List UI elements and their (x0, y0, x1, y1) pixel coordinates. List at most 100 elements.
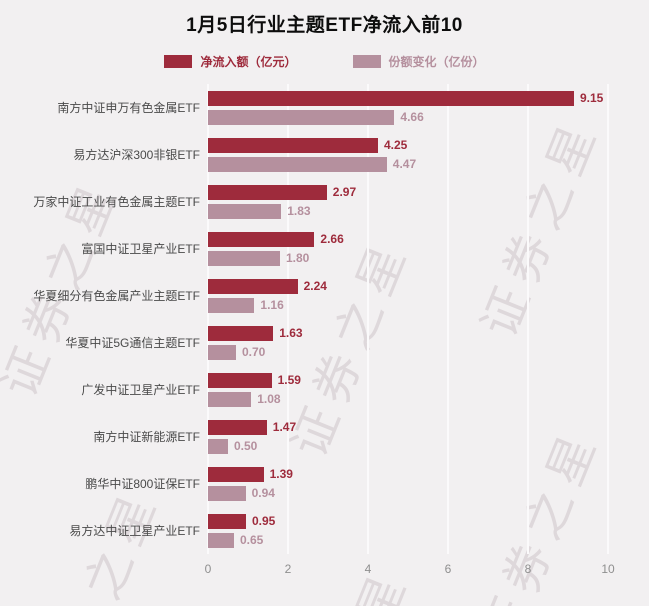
share-change-value-label: 4.47 (392, 157, 417, 171)
row-bars: 2.66 1.80 (208, 231, 628, 266)
bar-group-net-inflow: 1.47 (208, 419, 628, 435)
gridline (527, 84, 529, 554)
share-change-bar (208, 438, 228, 454)
share-change-value-label: 4.66 (400, 110, 424, 124)
row-bars: 2.97 1.83 (208, 184, 628, 219)
bar-group-net-inflow: 4.25 (208, 137, 628, 153)
share-change-bar (208, 391, 252, 407)
share-change-value-label: 1.80 (286, 251, 310, 265)
net-inflow-bar (208, 466, 264, 482)
category-label: 华夏细分有色金属产业主题ETF (33, 289, 200, 303)
bar-group-net-inflow: 0.95 (208, 513, 628, 529)
net-inflow-value-label: 1.39 (269, 467, 293, 481)
gridline (207, 84, 209, 554)
share-change-bar (208, 532, 234, 548)
row-bars: 9.15 4.66 (208, 90, 628, 125)
share-change-bar (208, 156, 387, 172)
share-change-bar (208, 344, 236, 360)
net-inflow-value-label: 0.95 (252, 514, 276, 528)
net-inflow-value-label: 9.15 (580, 91, 604, 105)
row-bars: 0.95 0.65 (208, 513, 628, 548)
legend: 净流入额（亿元） 份额变化（亿份） (0, 53, 649, 70)
bar-group-net-inflow: 2.97 (208, 184, 628, 200)
share-change-value-label: 1.16 (260, 298, 284, 312)
bar-group-net-inflow: 2.24 (208, 278, 628, 294)
bar-group-share-change: 4.47 (208, 156, 628, 172)
category-label: 南方中证新能源ETF (93, 430, 200, 444)
net-inflow-bar (208, 513, 246, 529)
bar-group-net-inflow: 9.15 (208, 90, 628, 106)
category-label: 易方达中证卫星产业ETF (69, 524, 200, 538)
bar-group-net-inflow: 2.66 (208, 231, 628, 247)
x-tick-label: 8 (524, 562, 532, 576)
bar-group-net-inflow: 1.39 (208, 466, 628, 482)
share-change-value-label: 1.83 (287, 204, 311, 218)
category-label: 南方中证申万有色金属ETF (57, 101, 200, 115)
chart-row: 万家中证工业有色金属主题ETF 2.97 1.83 (0, 178, 649, 225)
share-change-value-label: 0.94 (251, 486, 275, 500)
chart-row: 易方达沪深300非银ETF 4.25 4.47 (0, 131, 649, 178)
net-inflow-value-label: 1.59 (277, 373, 301, 387)
chart-title: 1月5日行业主题ETF净流入前10 (186, 15, 463, 36)
x-tick-label: 6 (444, 562, 452, 576)
category-label: 富国中证卫星产业ETF (81, 242, 200, 256)
chart-row: 华夏细分有色金属产业主题ETF 2.24 1.16 (0, 272, 649, 319)
category-label: 广发中证卫星产业ETF (81, 383, 200, 397)
x-axis: 0 2 4 6 8 10 (204, 562, 615, 582)
net-inflow-value-label: 1.63 (279, 326, 303, 340)
row-bars: 4.25 4.47 (208, 137, 628, 172)
category-label: 万家中证工业有色金属主题ETF (33, 195, 200, 209)
net-inflow-bar (208, 278, 298, 294)
net-inflow-value-label: 2.24 (303, 279, 327, 293)
net-inflow-bar (208, 90, 574, 106)
share-change-bar (208, 250, 280, 266)
chart-row: 广发中证卫星产业ETF 1.59 1.08 (0, 366, 649, 413)
chart-row: 华夏中证5G通信主题ETF 1.63 0.70 (0, 319, 649, 366)
row-bars: 1.63 0.70 (208, 325, 628, 360)
bar-group-share-change: 0.70 (208, 344, 628, 360)
share-change-bar (208, 109, 395, 125)
category-label: 易方达沪深300非银ETF (73, 148, 200, 162)
x-tick-label: 4 (364, 562, 372, 576)
bar-chart: 南方中证申万有色金属ETF 9.15 4.66 易方达沪深300非银ETF 4.25 4.… (0, 84, 649, 582)
legend-label-share-change: 份额变化（亿份） (388, 55, 485, 69)
row-bars: 1.59 1.08 (208, 372, 628, 407)
share-change-value-label: 1.08 (257, 392, 281, 406)
bar-group-share-change: 4.66 (208, 109, 628, 125)
gridline (367, 84, 369, 554)
bar-group-net-inflow: 1.63 (208, 325, 628, 341)
x-tick-label: 10 (601, 562, 615, 576)
net-inflow-value-label: 1.47 (272, 420, 297, 434)
gridline (287, 84, 289, 554)
chart-row: 富国中证卫星产业ETF 2.66 1.80 (0, 225, 649, 272)
bar-group-share-change: 1.16 (208, 297, 628, 313)
chart-row: 鹏华中证800证保ETF 1.39 0.94 (0, 460, 649, 507)
gridline (607, 84, 609, 554)
x-tick-label: 0 (204, 562, 212, 576)
legend-item-net-inflow: 净流入额（亿元） (164, 53, 297, 70)
x-tick-label: 2 (284, 562, 292, 576)
net-inflow-bar (208, 325, 274, 341)
share-change-bar (208, 297, 255, 313)
net-inflow-value-label: 4.25 (384, 138, 408, 152)
share-change-value-label: 0.70 (242, 345, 266, 359)
chart-content: 1月5日行业主题ETF净流入前10 净流入额（亿元） 份额变化（亿份） 南方中证… (0, 15, 649, 582)
bar-group-share-change: 1.08 (208, 391, 628, 407)
chart-row: 易方达中证卫星产业ETF 0.95 0.65 (0, 507, 649, 554)
row-bars: 1.47 0.50 (208, 419, 628, 454)
bar-group-share-change: 1.83 (208, 203, 628, 219)
net-inflow-value-label: 2.97 (332, 185, 357, 199)
legend-swatch-net-inflow (164, 55, 193, 68)
legend-label-net-inflow: 净流入额（亿元） (200, 55, 297, 69)
legend-item-share-change: 份额变化（亿份） (352, 53, 485, 70)
bar-group-share-change: 0.65 (208, 532, 628, 548)
share-change-bar (208, 203, 282, 219)
bar-group-share-change: 0.50 (208, 438, 628, 454)
gridlines (207, 84, 609, 554)
net-inflow-bar (208, 372, 272, 388)
net-inflow-bar (208, 137, 378, 153)
share-change-bar (208, 485, 246, 501)
bar-group-share-change: 0.94 (208, 485, 628, 501)
chart-row: 南方中证申万有色金属ETF 9.15 4.66 (0, 84, 649, 131)
